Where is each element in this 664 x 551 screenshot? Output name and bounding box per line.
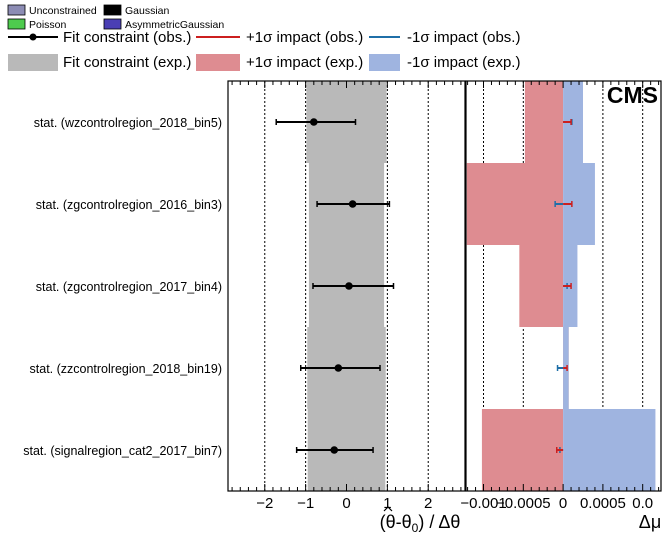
minus-exp-bar [563,409,656,491]
pull-tick-label: 0 [342,495,350,512]
legend-prefit-swatch [103,18,122,30]
legend-prefit-label: Poisson [29,19,67,31]
pull-point [348,200,357,208]
legend-obs-label: Fit constraint (obs.) [63,29,191,46]
legend-obs-marker [29,33,37,41]
legend-plus-obs-label: +1σ impact (obs.) [246,29,363,46]
impact-axis-label: Δμ [639,512,661,532]
parameter-label: stat. (wzcontrolregion_2018_bin5) [34,116,222,130]
legend-exp-swatch [8,54,58,71]
plus-exp-bar [524,81,564,163]
pull-tick-label: −1 [297,495,314,512]
impact-tick-label: 0.0 [632,495,653,512]
pull-panel: −2 −1 0 1 2 [227,80,466,512]
legend-prefit-label: AsymmetricGaussian [125,19,224,31]
pull-point [330,446,339,454]
pull-axis-label-rest: -θ [396,512,412,532]
pull-tick-label: −2 [256,495,273,512]
legend-prefit-label: Gaussian [125,5,170,17]
legend-plus-exp-swatch [196,54,240,71]
impact-tick-label: −0.001 [460,495,506,512]
impact-panel: −0.001−0.0005 0 0.0005 0.0 [460,80,662,512]
parameter-labels: stat. (wzcontrolregion_2018_bin5) stat. (… [23,116,222,458]
legend-minus-exp-label: -1σ impact (exp.) [407,54,520,71]
pull-axis-label: (θ-θ0) / Δθ [380,512,461,535]
pull-point [345,282,353,290]
pull-axis-label-theta: θ [386,512,396,532]
pull-axis-label-tail: ) / Δθ [418,512,460,532]
parameter-label: stat. (signalregion_cat2_2017_bin7) [23,444,222,458]
pull-tick-label: 2 [424,495,432,512]
parameter-label: stat. (zzcontrolregion_2018_bin19) [30,362,222,376]
pull-point [334,364,343,372]
legend-plus-exp-label: +1σ impact (exp.) [246,54,363,71]
plus-exp-bar [466,163,564,245]
legend-prefit-swatch [7,4,26,16]
legend-minus-exp-swatch [369,54,400,71]
legend-prefit-types: Unconstrained Gaussian Poisson AsymmetricGa… [7,4,224,31]
impact-tick-label: 0.0005 [580,495,626,512]
parameter-label: stat. (zgcontrolregion_2016_bin3) [36,198,222,212]
experiment-label: CMS [607,82,658,108]
impact-tick-label: −0.0005 [496,495,551,512]
legend-minus-obs-label: -1σ impact (obs.) [407,29,520,46]
parameter-label: stat. (zgcontrolregion_2017_bin4) [36,280,222,294]
legend-exp-label: Fit constraint (exp.) [63,54,191,71]
pull-point [310,118,318,126]
legend-prefit-swatch [7,18,26,30]
theta-hat-mark [383,506,393,512]
pull-tick-label: 1 [383,495,391,512]
plus-exp-bar [519,245,564,327]
legend-main: Fit constraint (obs.) +1σ impact (obs.) -1… [8,29,520,71]
legend-prefit-swatch [103,4,122,16]
plus-exp-bar [481,409,564,491]
minus-exp-bar [563,81,583,163]
impact-tick-label: 0 [559,495,567,512]
pull-axis-label-open: ( [380,512,386,532]
pull-axis-label-sub: 0 [412,521,419,535]
legend-prefit-label: Unconstrained [29,5,97,17]
